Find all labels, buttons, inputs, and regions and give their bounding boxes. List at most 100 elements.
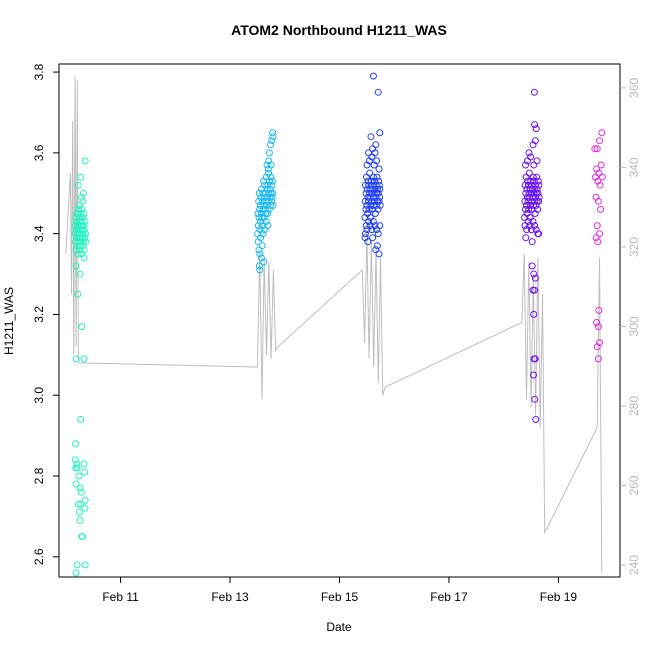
data-point-series-4 xyxy=(534,205,542,213)
data-point-series-4 xyxy=(530,270,538,278)
x-tick-label: Feb 19 xyxy=(540,590,578,604)
data-point-series-3 xyxy=(367,201,375,209)
data-point-series-1 xyxy=(80,238,88,246)
data-point-series-3 xyxy=(365,218,373,225)
data-point-series-2 xyxy=(260,201,268,209)
data-point-series-4 xyxy=(531,137,539,145)
data-point-series-2 xyxy=(269,201,277,209)
data-point-series-1 xyxy=(73,561,81,569)
data-point-series-3 xyxy=(369,72,377,80)
data-point-series-4 xyxy=(530,201,537,209)
data-point-series-1 xyxy=(82,238,90,246)
data-point-series-4 xyxy=(530,161,538,169)
data-point-series-4 xyxy=(535,197,543,205)
data-point-series-2 xyxy=(267,201,274,209)
data-point-series-2 xyxy=(267,173,275,181)
data-point-series-1 xyxy=(71,456,79,464)
y-axis-label: H1211_WAS xyxy=(2,287,16,355)
y-tick-label: 3.4 xyxy=(32,225,46,242)
data-point-series-5 xyxy=(597,161,605,169)
data-point-series-4 xyxy=(535,230,543,238)
data-point-series-3 xyxy=(376,193,384,201)
data-point-series-1 xyxy=(77,416,85,423)
data-point-series-3 xyxy=(371,197,379,205)
data-point-series-2 xyxy=(255,262,263,270)
data-point-series-1 xyxy=(72,355,80,363)
data-point-series-1 xyxy=(78,323,86,331)
data-point-series-3 xyxy=(376,201,384,209)
y-tick-label: 3.2 xyxy=(32,306,46,323)
x-tick-label: Feb 15 xyxy=(321,590,359,604)
y-axis: 2.6 2.8 3.0 3.2 3.4 3.6 3.8 xyxy=(32,63,59,565)
data-point-series-5 xyxy=(593,222,601,230)
data-point-series-2 xyxy=(263,185,271,193)
data-point-series-4 xyxy=(527,189,535,197)
data-point-series-2 xyxy=(268,193,276,201)
data-point-series-5 xyxy=(598,129,606,137)
data-point-series-2 xyxy=(268,177,276,185)
data-point-series-1 xyxy=(77,210,85,217)
data-point-series-3 xyxy=(367,177,375,185)
data-point-series-1 xyxy=(72,480,80,488)
data-point-series-1 xyxy=(81,157,89,165)
data-point-series-1 xyxy=(80,460,88,468)
x-tick-label: Feb 11 xyxy=(102,590,139,604)
data-point-series-2 xyxy=(265,169,273,177)
data-point-series-4 xyxy=(531,222,539,230)
data-point-series-3 xyxy=(373,157,381,165)
data-point-series-4 xyxy=(528,197,536,205)
y-tick-label: 3.6 xyxy=(32,144,46,161)
data-point-series-5 xyxy=(593,165,601,173)
data-point-series-5 xyxy=(592,193,600,201)
data-point-series-5 xyxy=(594,177,602,185)
data-point-series-1 xyxy=(72,262,80,270)
data-point-series-5 xyxy=(592,234,600,242)
data-point-series-1 xyxy=(74,181,82,189)
data-point-series-1 xyxy=(76,246,83,254)
data-point-series-3 xyxy=(374,205,382,213)
data-point-series-2 xyxy=(255,214,263,221)
data-point-series-3 xyxy=(374,189,382,197)
data-point-series-4 xyxy=(522,189,530,197)
data-point-series-1 xyxy=(72,246,80,254)
data-point-series-1 xyxy=(74,500,82,508)
data-point-series-4 xyxy=(532,416,540,423)
data-point-series-3 xyxy=(375,181,383,189)
data-point-series-2 xyxy=(268,197,275,205)
data-point-series-5 xyxy=(593,319,601,326)
data-point-series-4 xyxy=(530,310,538,318)
data-point-series-1 xyxy=(81,561,89,569)
y2-tick-label: 300 xyxy=(627,316,641,336)
data-point-series-1 xyxy=(78,533,86,541)
data-point-series-1 xyxy=(80,355,88,363)
data-point-series-2 xyxy=(269,133,277,141)
data-point-series-2 xyxy=(260,258,268,266)
y-tick-label: 2.8 xyxy=(32,467,46,484)
data-points-layer xyxy=(71,72,606,577)
data-point-series-2 xyxy=(264,210,272,217)
data-point-series-5 xyxy=(594,197,602,205)
data-point-series-1 xyxy=(77,173,85,181)
data-point-series-2 xyxy=(269,129,277,137)
data-point-series-3 xyxy=(365,189,373,197)
data-point-series-1 xyxy=(81,234,89,242)
data-point-series-3 xyxy=(375,197,383,205)
data-point-series-4 xyxy=(525,189,533,197)
data-point-series-3 xyxy=(371,149,379,157)
data-point-series-3 xyxy=(368,189,376,197)
data-point-series-2 xyxy=(263,193,271,201)
y2-tick-label: 340 xyxy=(627,157,641,177)
data-point-series-1 xyxy=(77,238,85,246)
y-tick-label: 3.0 xyxy=(32,387,46,404)
data-point-series-3 xyxy=(364,193,372,201)
data-point-series-4 xyxy=(531,274,539,282)
data-point-series-1 xyxy=(81,504,89,512)
data-point-series-1 xyxy=(77,488,85,496)
data-point-series-5 xyxy=(591,145,599,153)
data-point-series-4 xyxy=(528,238,536,246)
data-point-series-4 xyxy=(530,189,538,197)
data-point-series-1 xyxy=(78,218,86,225)
data-point-series-1 xyxy=(81,496,89,504)
x-tick-label: Feb 13 xyxy=(211,590,249,604)
